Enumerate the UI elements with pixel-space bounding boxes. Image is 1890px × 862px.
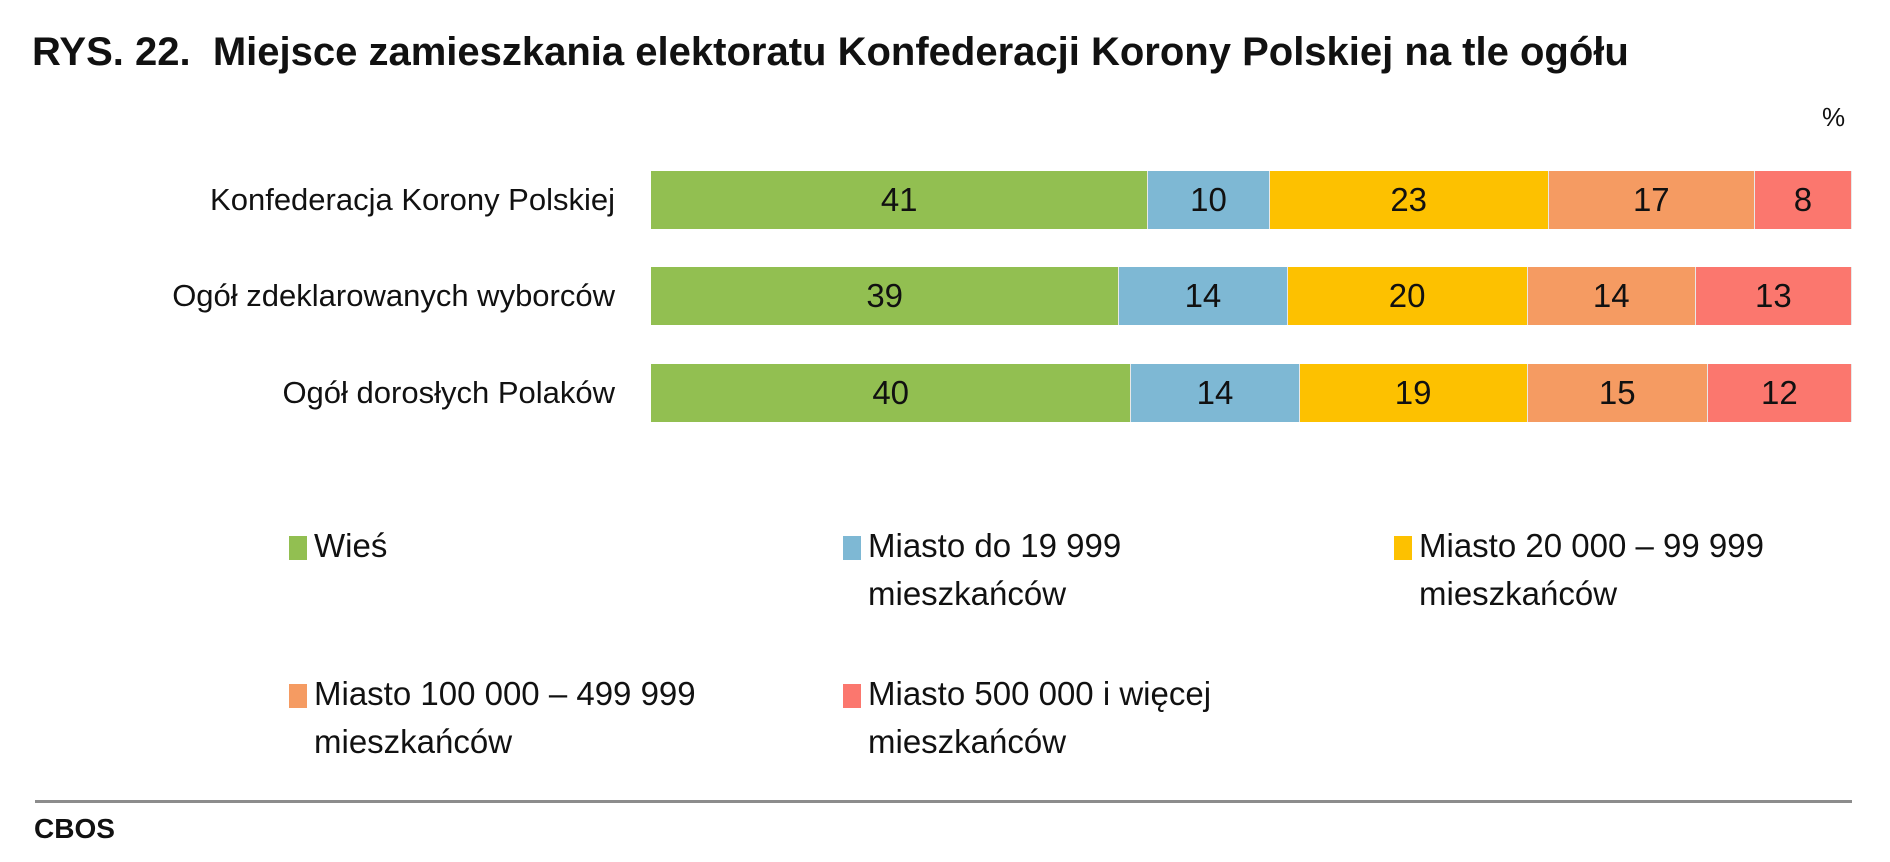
- legend-item: Miasto 500 000 i więcej mieszkańców: [843, 670, 1283, 766]
- data-label: 8: [1793, 181, 1813, 218]
- unit-label: %: [1822, 102, 1846, 132]
- bar-segment: 17: [1548, 171, 1755, 229]
- data-label: 40: [872, 374, 910, 411]
- bar-segment: 13: [1695, 267, 1852, 325]
- stacked-bar: 40 14 19 15 12: [651, 364, 1852, 422]
- bar-segment: 40: [651, 364, 1132, 422]
- legend-label: Wieś: [314, 527, 388, 564]
- data-label: 13: [1755, 277, 1792, 314]
- legend-label: Miasto 20 000 – 99 999 mieszkańców: [1419, 527, 1764, 612]
- data-label: 23: [1390, 181, 1428, 218]
- bar-segment: 15: [1527, 364, 1708, 422]
- data-label: 17: [1632, 181, 1670, 218]
- category-label: Ogół zdeklarowanych wyborców: [172, 278, 615, 313]
- bar-segment: 14: [1131, 364, 1300, 422]
- data-label: 19: [1394, 374, 1432, 411]
- legend-label: Miasto 500 000 i więcej mieszkańców: [868, 675, 1212, 760]
- chart-title: RYS. 22. Miejsce zamieszkania elektoratu…: [32, 30, 1629, 74]
- category-label: Ogół dorosłych Polaków: [282, 375, 615, 410]
- data-label: 14: [1184, 277, 1222, 314]
- data-label: 20: [1388, 277, 1426, 314]
- footer-divider: [35, 800, 1852, 803]
- legend-item: Wieś: [289, 522, 729, 570]
- legend-item: Miasto 20 000 – 99 999 mieszkańców: [1394, 522, 1834, 618]
- data-label: 14: [1592, 277, 1630, 314]
- source-label: CBOS: [34, 813, 115, 844]
- stacked-bar: 41 10 23 17 8: [651, 171, 1852, 229]
- bar-segment: 20: [1287, 267, 1528, 325]
- stacked-bar: 39 14 20 14 13: [651, 267, 1852, 325]
- legend-swatch: [289, 536, 307, 560]
- bar-segment: 14: [1527, 267, 1696, 325]
- legend-swatch: [289, 684, 307, 708]
- legend-swatch: [843, 684, 861, 708]
- legend-label: Miasto do 19 999 mieszkańców: [868, 527, 1122, 612]
- bar-segment: 8: [1754, 171, 1852, 229]
- bar-segment: 19: [1299, 364, 1528, 422]
- data-label: 15: [1598, 374, 1636, 411]
- legend-swatch: [843, 536, 861, 560]
- legend-item: Miasto do 19 999 mieszkańców: [843, 522, 1283, 618]
- bar-segment: 39: [651, 267, 1120, 325]
- bar-segment: 41: [651, 171, 1149, 229]
- bar-segment: 23: [1269, 171, 1549, 229]
- legend-item: Miasto 100 000 – 499 999 mieszkańców: [289, 670, 729, 766]
- bar-segment: 10: [1148, 171, 1270, 229]
- bar-segment: 14: [1119, 267, 1288, 325]
- bar-segment: 12: [1707, 364, 1852, 422]
- legend-label: Miasto 100 000 – 499 999 mieszkańców: [314, 675, 696, 760]
- data-label: 12: [1761, 374, 1798, 411]
- data-label: 39: [866, 277, 904, 314]
- legend-swatch: [1394, 536, 1412, 560]
- data-label: 41: [880, 181, 918, 218]
- data-label: 14: [1196, 374, 1234, 411]
- data-label: 10: [1190, 181, 1227, 218]
- category-label: Konfederacja Korony Polskiej: [210, 182, 615, 217]
